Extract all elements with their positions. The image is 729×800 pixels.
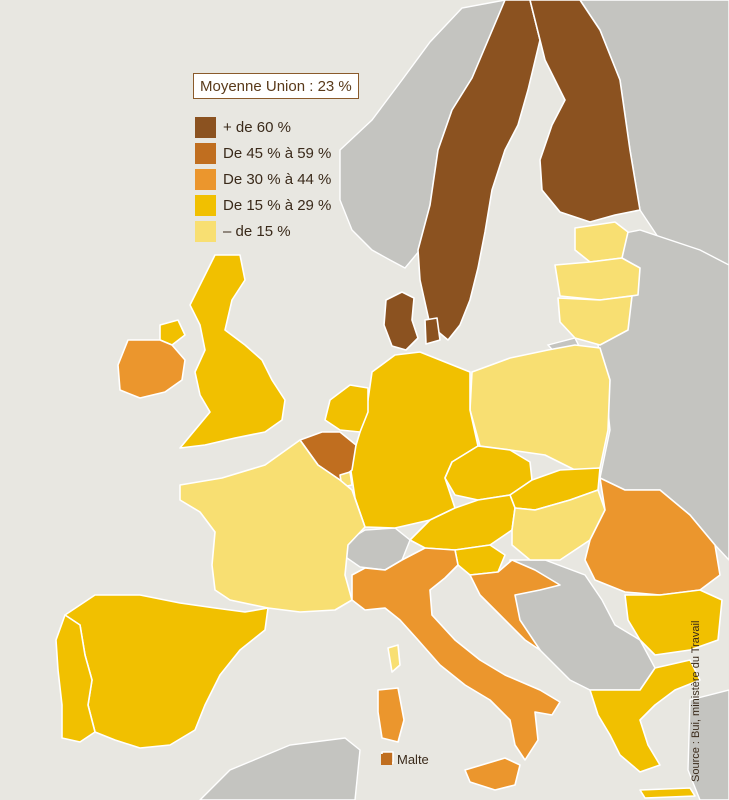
legend-item: De 15 % à 29 % — [195, 192, 331, 218]
country-corsica — [387, 644, 401, 673]
legend-label: De 15 % à 29 % — [223, 196, 332, 214]
malte-annotation: Malte — [381, 752, 429, 767]
legend-item: De 30 % à 44 % — [195, 166, 331, 192]
country-greece — [589, 659, 701, 773]
legend-swatch — [195, 220, 216, 242]
country-sardinia — [377, 687, 405, 743]
country-uk — [179, 254, 286, 449]
legend-label: + de 60 % — [223, 118, 291, 136]
country-netherlands — [324, 384, 369, 433]
north-africa — [199, 737, 361, 800]
country-crete — [639, 787, 696, 799]
country-bulgaria — [624, 589, 723, 656]
country-latvia — [554, 257, 641, 301]
legend-label: De 45 % à 59 % — [223, 144, 332, 162]
country-finland — [529, 0, 641, 223]
country-northern-ireland — [159, 319, 186, 346]
malte-swatch — [381, 754, 392, 765]
legend-label: – de 15 % — [223, 222, 291, 240]
malte-label: Malte — [397, 752, 429, 767]
legend: + de 60 % De 45 % à 59 % De 30 % à 44 % … — [195, 114, 331, 244]
source-credit: Source : Bui, ministère du Travail — [690, 620, 702, 782]
legend-label: De 30 % à 44 % — [223, 170, 332, 188]
country-portugal — [55, 614, 96, 743]
country-lithuania — [557, 295, 633, 346]
country-sweden — [417, 0, 541, 341]
legend-swatch — [195, 168, 216, 190]
turkey — [687, 689, 729, 800]
legend-item: + de 60 % — [195, 114, 331, 140]
legend-swatch — [195, 194, 216, 216]
legend-swatch — [195, 116, 216, 138]
legend-title: Moyenne Union : 23 % — [193, 73, 359, 99]
country-sicily — [464, 757, 521, 791]
country-czechia — [444, 445, 533, 501]
legend-item: De 45 % à 59 % — [195, 140, 331, 166]
legend-item: – de 15 % — [195, 218, 331, 244]
country-denmark-zealand — [424, 317, 441, 345]
country-italy — [351, 547, 561, 761]
country-denmark — [383, 291, 419, 351]
country-croatia — [469, 559, 561, 651]
country-ireland — [117, 339, 186, 399]
country-estonia — [574, 221, 629, 263]
legend-swatch — [195, 142, 216, 164]
